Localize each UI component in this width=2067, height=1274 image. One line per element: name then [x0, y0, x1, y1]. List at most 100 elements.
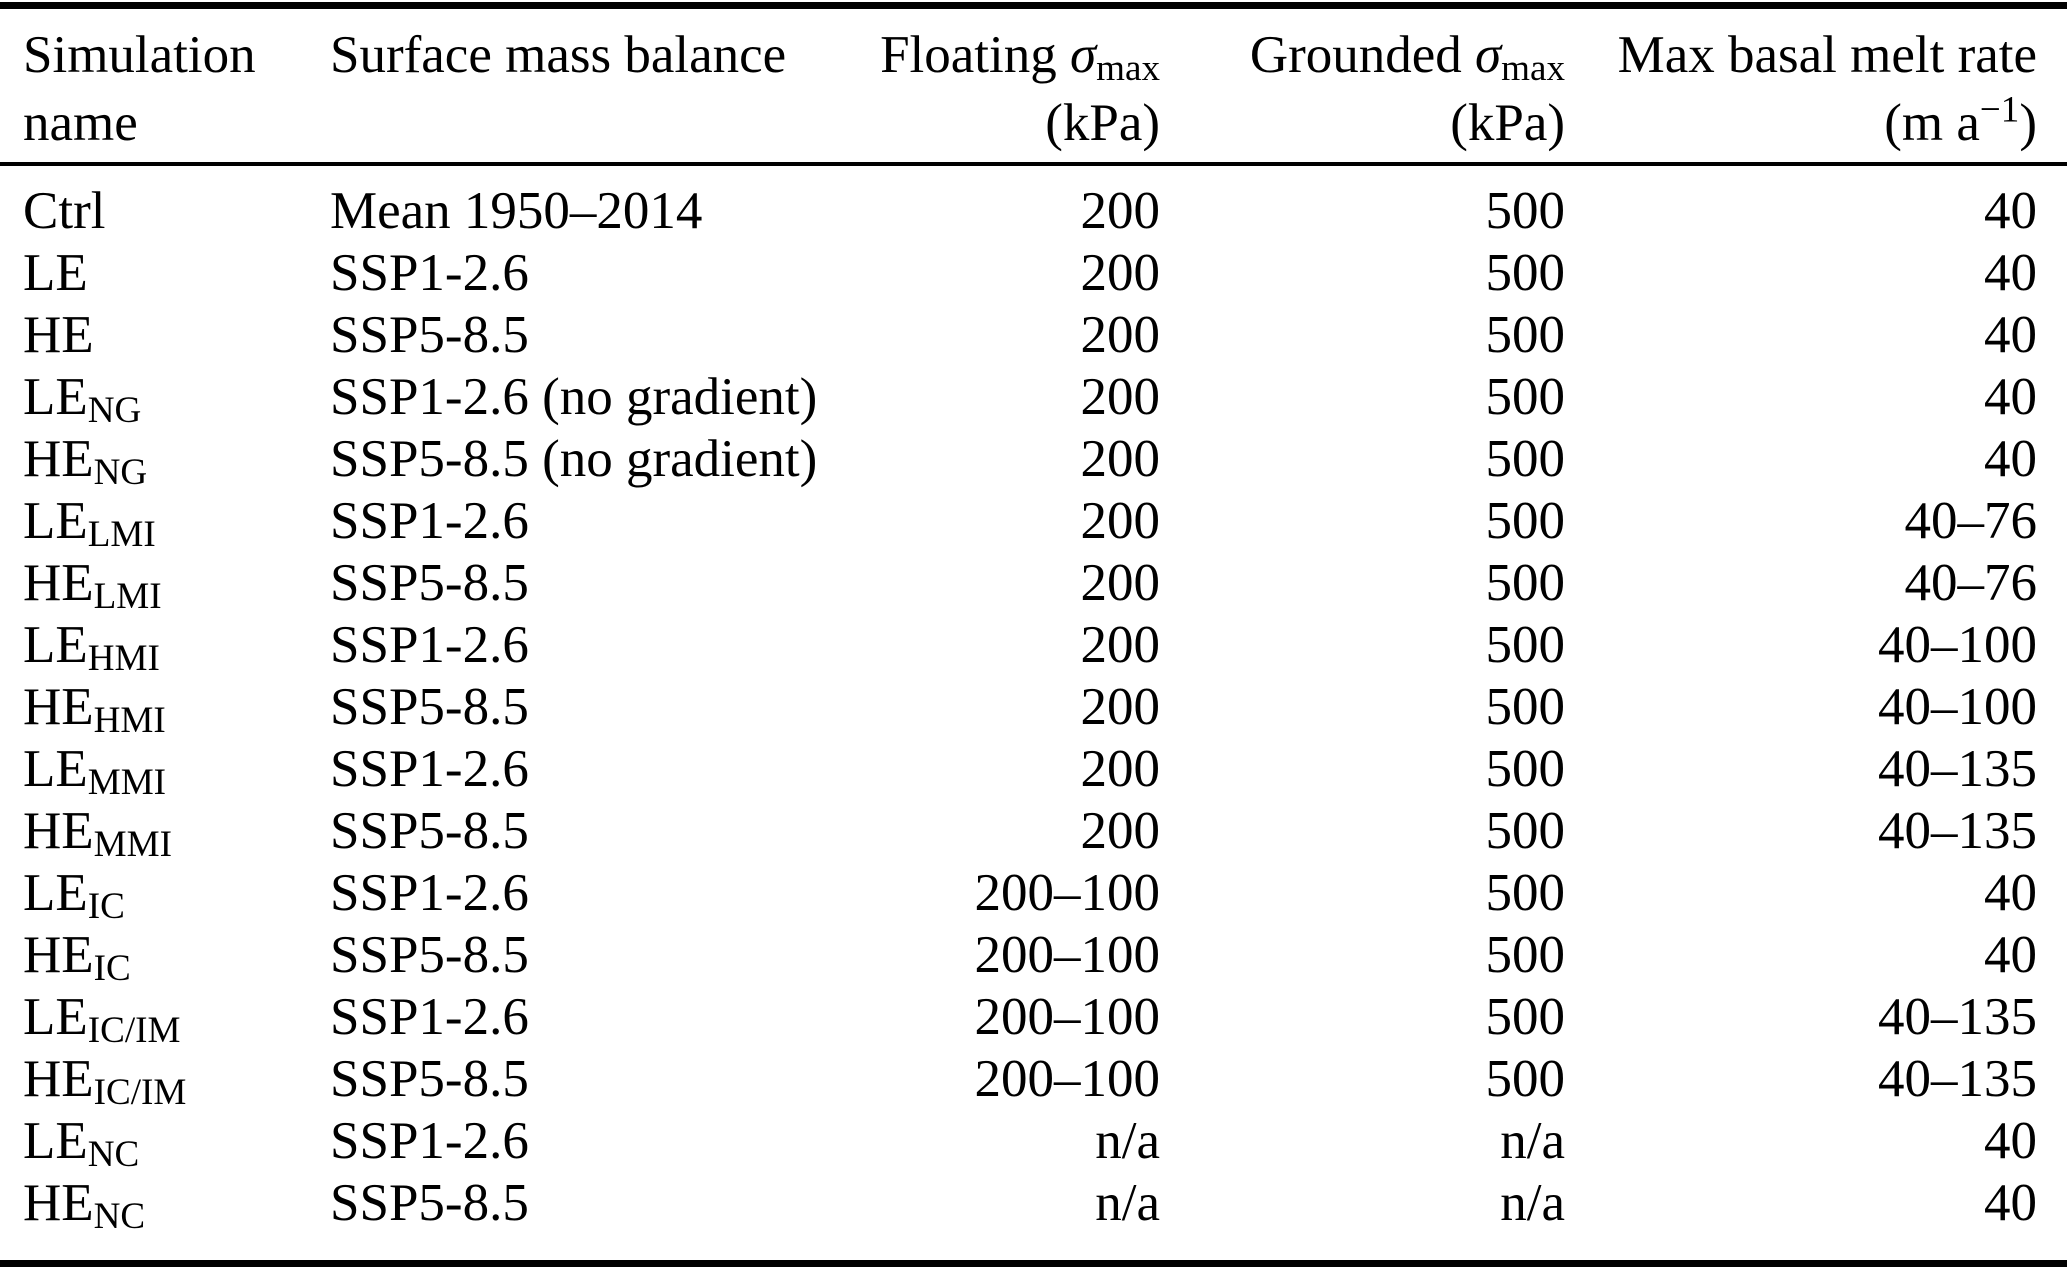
bottom-rule	[0, 1260, 2067, 1267]
col-header-melt-units: (m a−1)	[1884, 89, 2037, 152]
cell-floating: 200	[1080, 182, 1161, 240]
cell-smb: SSP5-8.5	[330, 554, 529, 612]
cell-smb: SSP5-8.5	[330, 306, 529, 364]
col-header-grounded-units: (kPa)	[1450, 94, 1565, 152]
cell-name: HEIC	[23, 926, 131, 990]
cell-floating: 200	[1080, 554, 1161, 612]
cell-smb: Mean 1950–2014	[330, 182, 703, 240]
table-row: LEIC/IM SSP1-2.6 200–100 500 40–135	[0, 986, 2067, 1052]
cell-melt: 40–135	[1878, 740, 2037, 798]
cell-grounded: 500	[1485, 616, 1566, 674]
cell-smb: SSP5-8.5	[330, 1174, 529, 1232]
table-row: LEHMI SSP1-2.6 200 500 40–100	[0, 614, 2067, 680]
cell-floating: 200	[1080, 368, 1161, 426]
top-rule	[0, 2, 2067, 9]
cell-grounded: 500	[1485, 802, 1566, 860]
cell-floating: 200	[1080, 244, 1161, 302]
cell-smb: SSP1-2.6	[330, 740, 529, 798]
col-header-smb-units	[330, 89, 860, 164]
cell-melt: 40	[1984, 306, 2037, 364]
cell-melt: 40	[1984, 1112, 2037, 1170]
table-row: HEHMI SSP5-8.5 200 500 40–100	[0, 676, 2067, 742]
cell-melt: 40	[1984, 1174, 2037, 1232]
table-row: HENG SSP5-8.5 (no gradient) 200 500 40	[0, 428, 2067, 494]
cell-smb: SSP5-8.5 (no gradient)	[330, 430, 818, 488]
header-row-2: name (kPa) (kPa) (m a−1)	[0, 89, 2067, 164]
cell-grounded: 500	[1485, 306, 1566, 364]
cell-name: LEMMI	[23, 740, 167, 804]
cell-melt: 40	[1984, 244, 2037, 302]
cell-grounded: 500	[1485, 244, 1566, 302]
cell-grounded: 500	[1485, 1050, 1566, 1108]
table-body: Ctrl Mean 1950–2014 200 500 40 LE SSP1-2.6 200 5…	[0, 164, 2067, 1260]
cell-grounded: 500	[1485, 182, 1566, 240]
cell-grounded: 500	[1485, 864, 1566, 922]
cell-name: HENC	[23, 1174, 146, 1238]
cell-name: LEIC/IM	[23, 988, 181, 1052]
cell-smb: SSP5-8.5	[330, 1050, 529, 1108]
cell-grounded: n/a	[1500, 1112, 1565, 1170]
cell-name: HELMI	[23, 554, 162, 618]
cell-name: LEIC	[23, 864, 125, 928]
cell-name: LENG	[23, 368, 142, 432]
cell-floating: 200–100	[974, 1050, 1161, 1108]
table-row: LENG SSP1-2.6 (no gradient) 200 500 40	[0, 366, 2067, 432]
table-row: LELMI SSP1-2.6 200 500 40–76	[0, 490, 2067, 556]
cell-name: HE	[23, 306, 94, 364]
cell-floating: 200–100	[974, 988, 1161, 1046]
cell-floating: 200–100	[974, 926, 1161, 984]
cell-name: HEMMI	[23, 802, 172, 866]
cell-name: LELMI	[23, 492, 156, 556]
header-row-1: Simulation Surface mass balance Floating σ…	[0, 9, 2067, 89]
cell-floating: 200	[1080, 306, 1161, 364]
cell-melt: 40–135	[1878, 802, 2037, 860]
cell-name: HENG	[23, 430, 148, 494]
col-header-floating-units: (kPa)	[1045, 94, 1160, 152]
cell-name: HEIC/IM	[23, 1050, 187, 1114]
table-row: LEMMI SSP1-2.6 200 500 40–135	[0, 738, 2067, 804]
table-row: HENC SSP5-8.5 n/a n/a 40	[0, 1172, 2067, 1260]
table-header: Simulation Surface mass balance Floating σ…	[0, 9, 2067, 164]
cell-floating: 200	[1080, 492, 1161, 550]
cell-grounded: 500	[1485, 492, 1566, 550]
cell-melt: 40–135	[1878, 988, 2037, 1046]
table-row: Ctrl Mean 1950–2014 200 500 40	[0, 164, 2067, 242]
cell-floating: 200	[1080, 430, 1161, 488]
cell-floating: 200	[1080, 616, 1161, 674]
cell-melt: 40	[1984, 864, 2037, 922]
table-row: LE SSP1-2.6 200 500 40	[0, 242, 2067, 304]
cell-melt: 40–76	[1904, 492, 2038, 550]
col-header-grounded: Grounded σmax	[1249, 26, 1565, 90]
cell-melt: 40	[1984, 430, 2037, 488]
cell-melt: 40	[1984, 926, 2037, 984]
cell-floating: n/a	[1095, 1112, 1160, 1170]
cell-grounded: 500	[1485, 740, 1566, 798]
cell-name: LEHMI	[23, 616, 160, 680]
col-header-melt: Max basal melt rate	[1617, 26, 2037, 84]
cell-name: HEHMI	[23, 678, 166, 742]
col-header-name-units: name	[23, 94, 138, 152]
cell-smb: SSP1-2.6	[330, 864, 529, 922]
cell-smb: SSP1-2.6 (no gradient)	[330, 368, 818, 426]
col-header-name: Simulation	[23, 26, 256, 84]
cell-grounded: 500	[1485, 926, 1566, 984]
cell-smb: SSP1-2.6	[330, 616, 529, 674]
cell-smb: SSP1-2.6	[330, 1112, 529, 1170]
cell-floating: n/a	[1095, 1174, 1160, 1232]
cell-grounded: 500	[1485, 988, 1566, 1046]
table-row: HEIC/IM SSP5-8.5 200–100 500 40–135	[0, 1048, 2067, 1114]
cell-floating: 200–100	[974, 864, 1161, 922]
cell-smb: SSP1-2.6	[330, 492, 529, 550]
cell-smb: SSP1-2.6	[330, 244, 529, 302]
cell-grounded: 500	[1485, 678, 1566, 736]
cell-grounded: 500	[1485, 368, 1566, 426]
cell-grounded: 500	[1485, 554, 1566, 612]
col-header-smb: Surface mass balance	[330, 26, 787, 84]
cell-smb: SSP5-8.5	[330, 802, 529, 860]
cell-floating: 200	[1080, 740, 1161, 798]
cell-melt: 40–76	[1904, 554, 2038, 612]
cell-name: Ctrl	[23, 182, 106, 240]
cell-grounded: 500	[1485, 430, 1566, 488]
cell-melt: 40	[1984, 182, 2037, 240]
cell-grounded: n/a	[1500, 1174, 1565, 1232]
